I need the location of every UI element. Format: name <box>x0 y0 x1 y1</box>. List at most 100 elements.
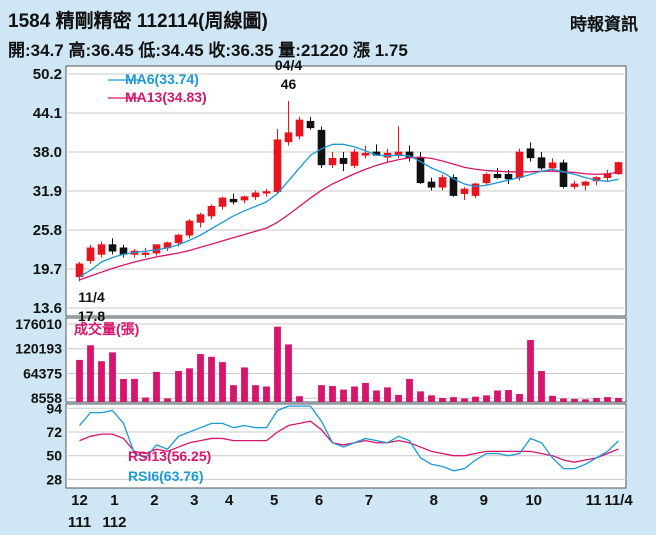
volume-bar <box>186 368 193 402</box>
x-tick-label: 3 <box>190 492 198 509</box>
candle-body <box>526 148 535 159</box>
candle-body <box>284 132 293 143</box>
volume-bar <box>604 397 611 402</box>
candle-body <box>75 263 84 278</box>
ma13-line <box>79 156 619 281</box>
candle-body <box>438 177 447 188</box>
rsi-tick-label: 94 <box>46 400 62 416</box>
volume-bar <box>98 361 105 402</box>
volume-bar <box>483 395 490 402</box>
x-tick-label: 10 <box>525 492 542 509</box>
volume-bar <box>450 397 457 402</box>
volume-bar <box>395 394 402 402</box>
volume-bar <box>373 390 380 402</box>
candle-body <box>581 181 590 186</box>
volume-bar <box>615 398 622 402</box>
volume-tick-label: 120193 <box>15 341 62 357</box>
candle-body <box>262 191 271 194</box>
volume-bar <box>87 345 94 402</box>
ma6-line <box>79 143 619 278</box>
volume-bar <box>582 399 589 402</box>
price-panel: 50.2 44.1 38.0 31.9 25.8 19.7 13.6 MA6(33.74) MA… <box>33 57 626 324</box>
peak-value-label: 46 <box>281 76 297 92</box>
volume-bar <box>252 385 259 402</box>
candle-body <box>240 196 249 201</box>
x-tick-label: 12 <box>71 492 88 509</box>
candle-body <box>174 234 183 244</box>
volume-bar <box>329 386 336 402</box>
x-tick-label: 8 <box>430 492 438 509</box>
close-value: 收:36.35 <box>208 41 274 60</box>
candle-body <box>229 198 238 203</box>
x-tick-label: 7 <box>365 492 373 509</box>
candle-body <box>251 192 260 198</box>
volume-bar <box>571 398 578 402</box>
candle-body <box>86 247 95 262</box>
rsi-tick-label: 50 <box>46 448 62 464</box>
x-tick-sublabel: 111 <box>68 514 91 531</box>
volume-bar <box>263 386 270 402</box>
volume-tick-label: 8558 <box>31 390 62 406</box>
rsi6-line <box>79 405 619 472</box>
candle-body <box>207 205 216 217</box>
volume-bar <box>439 398 446 402</box>
volume-bar <box>142 397 149 402</box>
price-tick-label: 19.7 <box>33 261 62 278</box>
ma6-legend: MA6(33.74) <box>125 71 199 87</box>
volume-bar <box>549 395 556 402</box>
volume-bar <box>351 386 358 402</box>
candle-body <box>548 162 557 169</box>
change-value: 漲 1.75 <box>352 41 408 60</box>
volume-bar <box>538 370 545 402</box>
x-tick-label: 5 <box>270 492 278 509</box>
volume-bar <box>428 395 435 402</box>
candle-body <box>273 139 282 193</box>
volume-bar <box>516 394 523 402</box>
ohlc-summary: 開:34.7 高:36.45 低:34.45 收:36.35 量:21220 漲… <box>8 36 408 61</box>
high-value: 高:36.45 <box>68 41 134 60</box>
price-tick-label: 38.0 <box>33 144 62 161</box>
volume-bar <box>175 370 182 402</box>
candle-body <box>361 152 370 156</box>
volume-value: 量:21220 <box>278 41 349 60</box>
x-tick-label: 11/4 <box>604 492 633 509</box>
volume-bar <box>76 359 83 402</box>
volume-bar <box>153 371 160 402</box>
volume-bar <box>494 390 501 402</box>
volume-bar <box>197 354 204 402</box>
x-tick-label: 1 <box>110 492 118 509</box>
candle-body <box>185 220 194 236</box>
volume-bar <box>219 362 226 402</box>
volume-label: 成交量(張) <box>74 321 139 337</box>
chart-title: 1584 精剛精密 112114(周線圖) <box>8 6 268 33</box>
candle-body <box>328 157 337 166</box>
x-tick-label: 6 <box>315 492 323 509</box>
rsi-panel: 94 72 50 28 RSI13(56.25) RSI6(63.76) <box>46 400 626 487</box>
volume-bar <box>241 367 248 402</box>
volume-bar <box>164 398 171 402</box>
volume-bar <box>318 385 325 402</box>
volume-bar <box>208 356 215 402</box>
candle-body <box>515 151 524 178</box>
candle-body <box>427 181 436 188</box>
candle-body <box>449 177 458 196</box>
stock-code: 1584 <box>8 11 51 32</box>
volume-bar <box>120 378 127 402</box>
volume-bar <box>560 398 567 402</box>
candle-body <box>295 119 304 137</box>
candle-body <box>482 173 491 184</box>
volume-bar <box>406 378 413 402</box>
candle-body <box>460 188 469 194</box>
rsi6-legend: RSI6(63.76) <box>128 468 203 484</box>
candle-body <box>559 162 568 187</box>
volume-bar <box>296 396 303 402</box>
x-tick-sublabel: 112 <box>102 514 126 531</box>
candle-body <box>306 120 315 129</box>
candle-body <box>471 183 480 196</box>
x-tick-label: 9 <box>480 492 488 509</box>
stock-name: 精剛精密 <box>55 11 132 32</box>
low-value-label: 17.8 <box>78 308 105 324</box>
candle-body <box>97 244 106 255</box>
